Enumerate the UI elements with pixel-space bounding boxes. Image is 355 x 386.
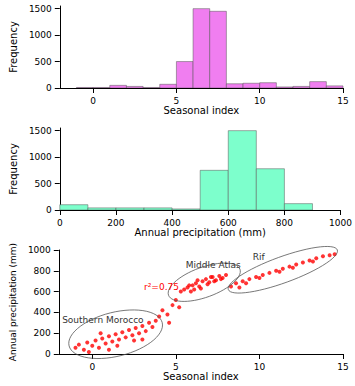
svg-text:15: 15 — [337, 96, 348, 106]
svg-text:1500: 1500 — [29, 126, 52, 136]
svg-text:10: 10 — [254, 362, 266, 372]
svg-text:200: 200 — [107, 218, 124, 228]
svg-text:Seasonal index: Seasonal index — [164, 105, 240, 116]
svg-text:1000: 1000 — [329, 218, 352, 228]
svg-text:Seasonal index: Seasonal index — [163, 371, 239, 382]
svg-text:1000: 1000 — [29, 30, 52, 40]
svg-text:600: 600 — [220, 218, 237, 228]
svg-text:10: 10 — [254, 96, 266, 106]
svg-text:1000: 1000 — [29, 152, 52, 162]
svg-text:0: 0 — [46, 205, 52, 215]
svg-text:400: 400 — [164, 218, 181, 228]
svg-text:Annual precipitation (mm): Annual precipitation (mm) — [134, 227, 265, 238]
svg-text:200: 200 — [34, 328, 51, 338]
svg-text:0: 0 — [89, 362, 95, 372]
svg-text:400: 400 — [34, 307, 51, 317]
svg-text:Frequency: Frequency — [8, 143, 19, 195]
svg-text:500: 500 — [35, 179, 52, 189]
svg-text:Rif: Rif — [253, 252, 266, 262]
svg-text:500: 500 — [35, 57, 52, 67]
svg-text:5: 5 — [174, 96, 180, 106]
svg-text:800: 800 — [34, 266, 51, 276]
svg-text:0: 0 — [46, 83, 52, 93]
svg-text:0: 0 — [57, 218, 63, 228]
svg-text:800: 800 — [276, 218, 293, 228]
svg-text:Middle Atlas: Middle Atlas — [186, 260, 241, 270]
svg-text:0: 0 — [45, 349, 51, 359]
svg-text:Frequency: Frequency — [8, 21, 19, 73]
svg-text:r²=0.75: r²=0.75 — [144, 282, 179, 292]
svg-text:600: 600 — [34, 287, 51, 297]
svg-text:Annual precipitation (mm): Annual precipitation (mm) — [8, 243, 18, 361]
svg-text:15: 15 — [337, 362, 348, 372]
svg-text:Southern Morocco: Southern Morocco — [62, 315, 144, 325]
svg-text:5: 5 — [173, 362, 179, 372]
svg-text:0: 0 — [90, 96, 96, 106]
svg-text:1000: 1000 — [28, 245, 51, 255]
svg-text:1500: 1500 — [29, 4, 52, 14]
